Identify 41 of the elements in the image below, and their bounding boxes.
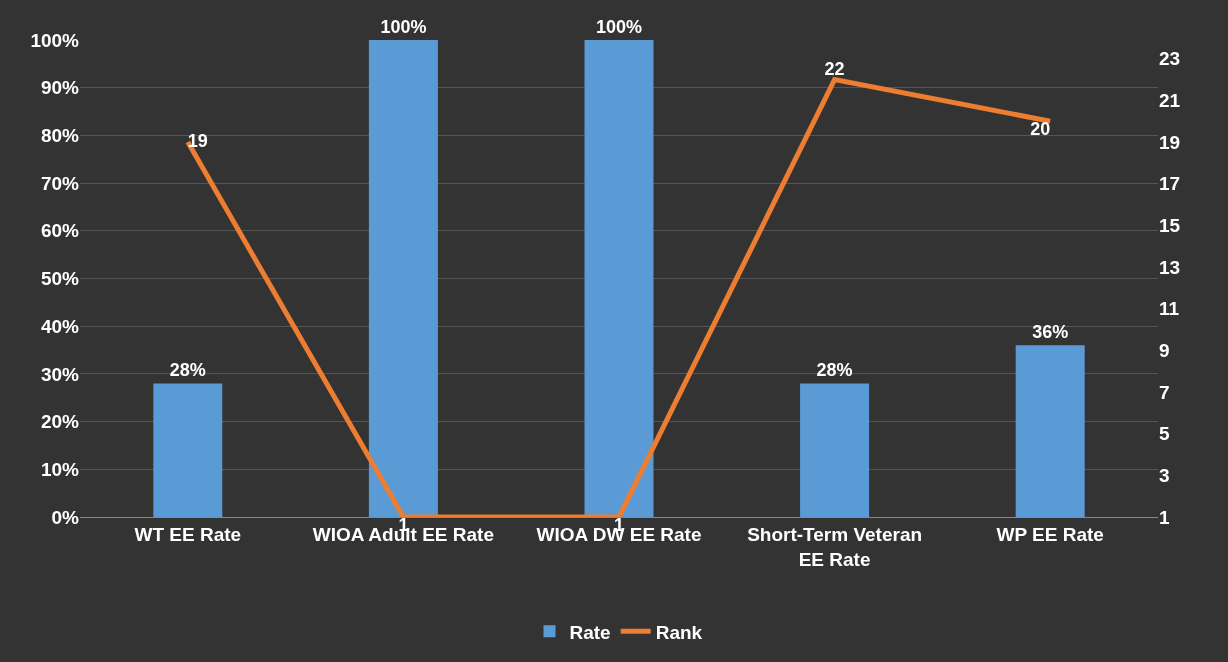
x-tick-label: WP EE Rate: [996, 523, 1104, 545]
y-tick-label: 90%: [40, 77, 80, 99]
data-label: 20: [1030, 118, 1051, 139]
data-label: 19: [187, 130, 208, 151]
data-label: 100%: [595, 17, 643, 37]
y2-tick-label: 3: [1159, 464, 1170, 486]
y2-tick-label: 7: [1159, 381, 1170, 403]
y2-tick-label: 15: [1159, 215, 1181, 237]
y2-tick-label: 9: [1159, 340, 1170, 362]
y2-tick-label: 23: [1159, 48, 1181, 70]
y2-tick-label: 1: [1159, 506, 1170, 528]
bar: [584, 40, 654, 517]
data-label: 36%: [1032, 322, 1069, 343]
data-label: 28%: [169, 360, 206, 381]
bar: [1015, 345, 1085, 517]
bar: [153, 383, 223, 517]
bar: [800, 383, 870, 517]
y-tick-label: 60%: [40, 220, 80, 242]
data-label: 22: [824, 59, 845, 80]
y-tick-label: 0%: [51, 506, 80, 528]
legend-label: Rate: [569, 621, 611, 643]
x-tick-label: Short-Term Veteran EE Rate: [747, 523, 923, 570]
y2-tick-label: 17: [1159, 173, 1181, 195]
y-tick-label: 50%: [40, 268, 80, 290]
legend-label: Rank: [655, 621, 703, 643]
y-tick-label: 20%: [40, 411, 80, 433]
y2-tick-label: 11: [1159, 298, 1180, 320]
y2-tick-label: 19: [1159, 131, 1181, 153]
y2-tick-label: 13: [1159, 256, 1181, 278]
y-tick-label: 10%: [40, 458, 80, 480]
y-tick-label: 30%: [40, 363, 80, 385]
y-tick-label: 40%: [40, 315, 80, 337]
x-tick-label: WT EE Rate: [134, 523, 242, 545]
data-label: 100%: [380, 17, 427, 37]
y2-tick-label: 5: [1159, 423, 1170, 445]
y-tick-label: 80%: [40, 125, 80, 147]
y2-tick-label: 21: [1159, 90, 1181, 112]
y-tick-label: 70%: [40, 172, 80, 194]
bar: [368, 40, 438, 517]
data-label: 28%: [816, 360, 853, 381]
y-tick-label: 100%: [30, 29, 80, 51]
